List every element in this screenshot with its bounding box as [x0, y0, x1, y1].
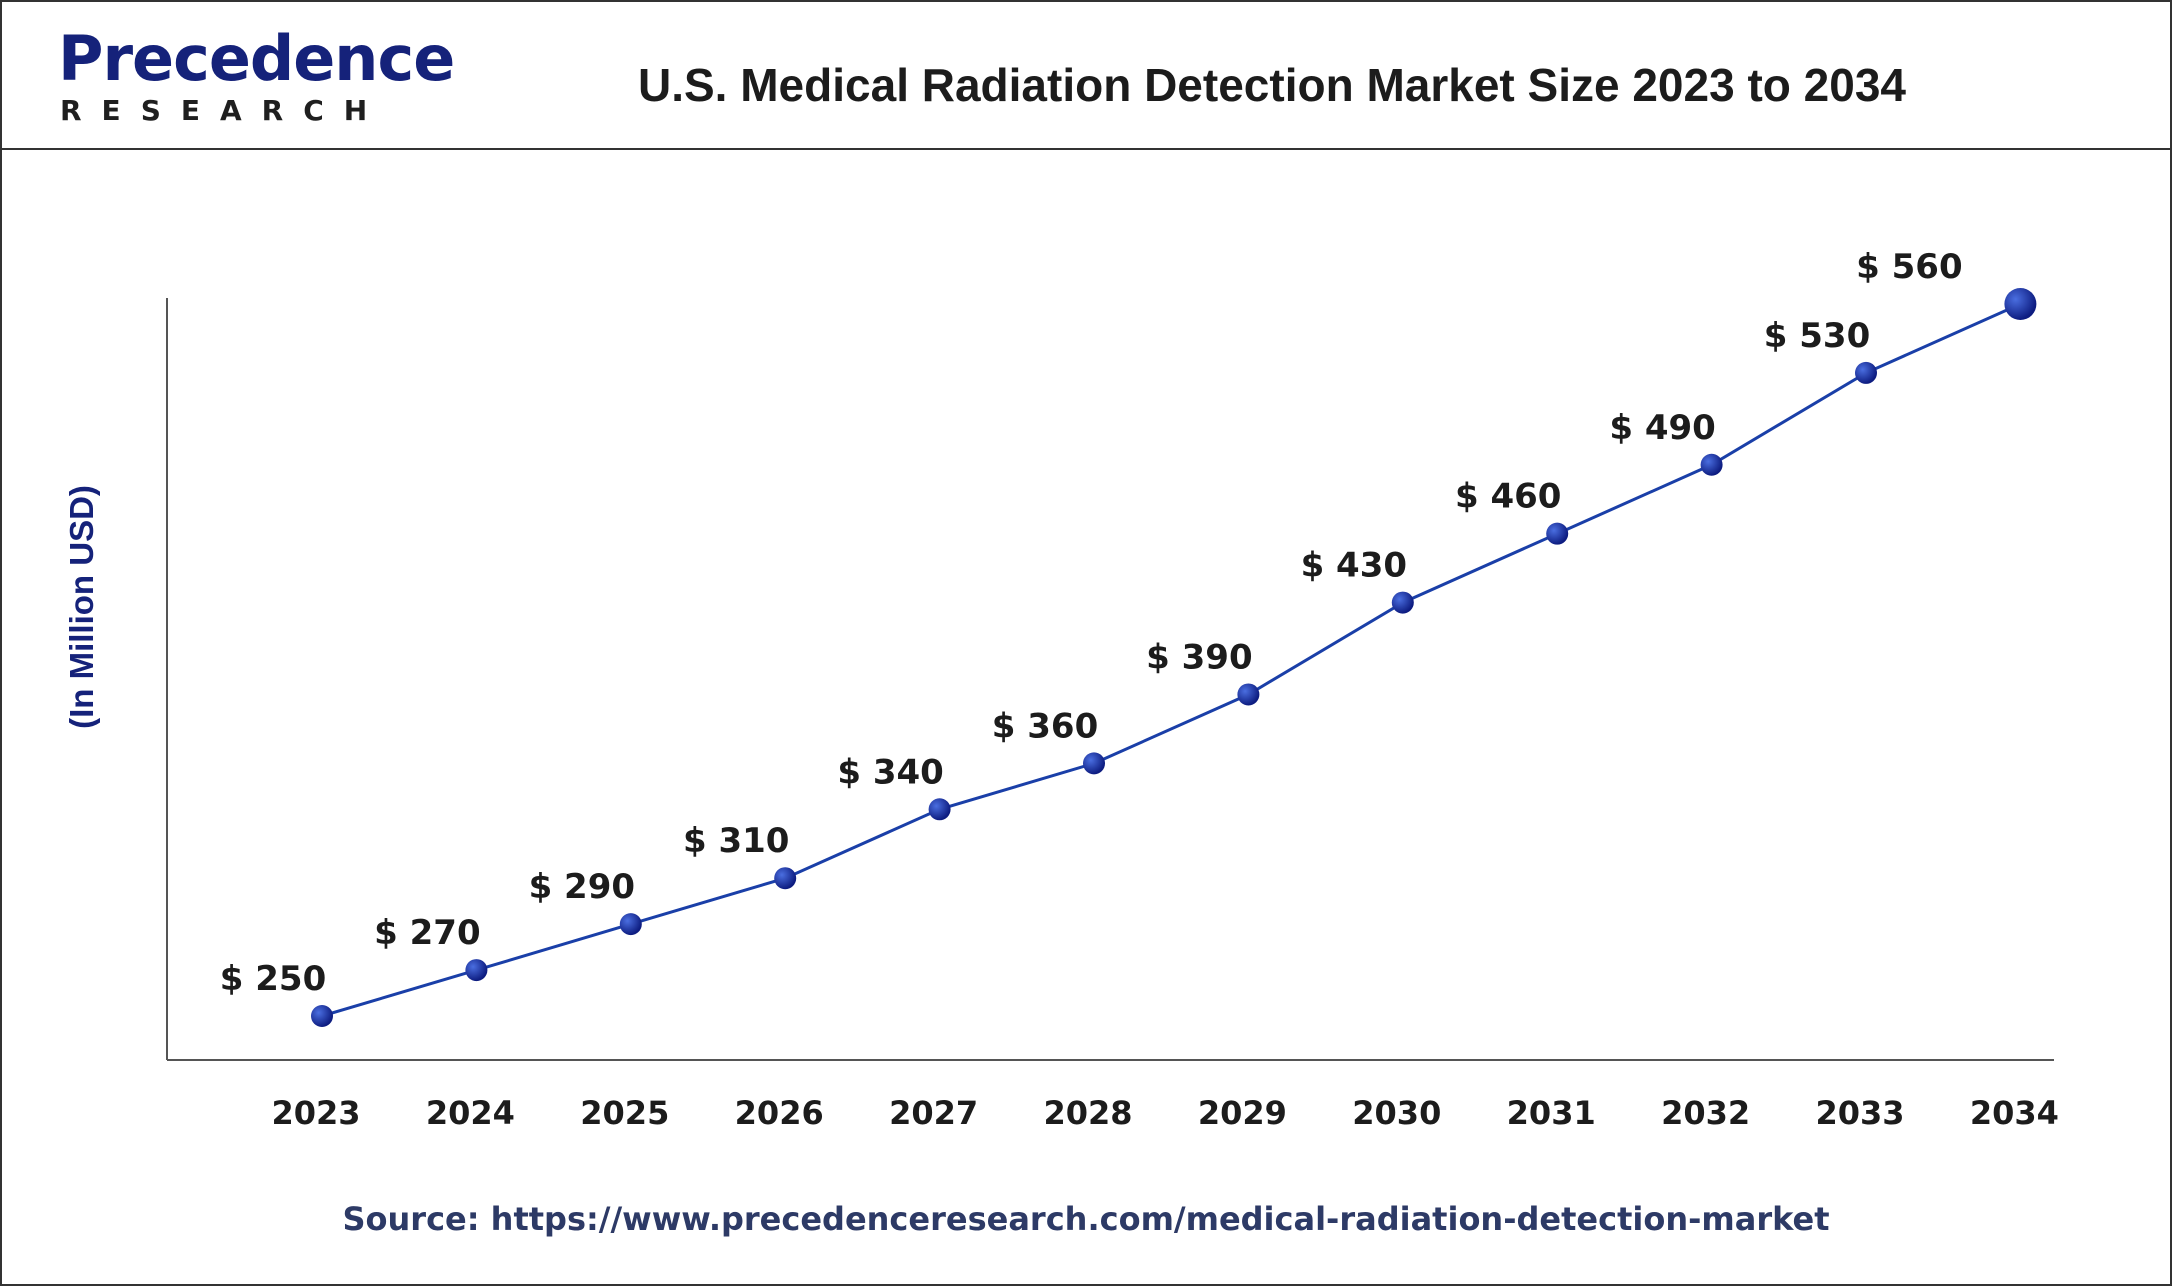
x-tick-label-2024: 2024 — [426, 1094, 515, 1132]
data-point-2028 — [1083, 752, 1105, 775]
header: Precedence RESEARCH U.S. Medical Radiati… — [2, 2, 2170, 150]
precedence-research-logo: Precedence RESEARCH — [46, 16, 455, 127]
x-tick-label-2032: 2032 — [1661, 1094, 1750, 1132]
data-point-2029 — [1237, 683, 1260, 706]
x-tick-label-2026: 2026 — [735, 1094, 824, 1132]
data-label-2023: $ 250 — [220, 959, 326, 999]
chart-title: U.S. Medical Radiation Detection Market … — [638, 59, 1906, 111]
data-label-2032: $ 490 — [1609, 408, 1715, 448]
x-tick-label-2023: 2023 — [271, 1094, 360, 1132]
data-label-2029: $ 390 — [1146, 637, 1252, 677]
data-point-2030 — [1391, 591, 1414, 614]
data-point-2024 — [465, 959, 488, 982]
logo-subtitle: RESEARCH — [60, 94, 388, 127]
x-tick-label-2033: 2033 — [1815, 1094, 1904, 1132]
data-point-2033 — [1855, 361, 1877, 384]
data-label-2031: $ 460 — [1455, 477, 1561, 517]
x-tick-label-2030: 2030 — [1352, 1094, 1441, 1132]
data-label-2026: $ 310 — [683, 821, 789, 861]
data-point-2032 — [1700, 453, 1723, 476]
x-tick-label-2031: 2031 — [1507, 1094, 1596, 1132]
data-label-2027: $ 340 — [837, 752, 943, 792]
data-label-2030: $ 430 — [1301, 546, 1407, 586]
data-point-2027 — [928, 798, 951, 821]
x-tick-label-2027: 2027 — [889, 1094, 978, 1132]
data-label-2034: $ 560 — [1856, 247, 1962, 287]
data-label-2025: $ 290 — [529, 867, 635, 907]
data-point-2025 — [619, 913, 642, 936]
x-tick-label-2034: 2034 — [1970, 1094, 2059, 1132]
logo-wordmark: Precedence — [58, 22, 455, 95]
x-tick-label-2025: 2025 — [580, 1094, 669, 1132]
series-line — [321, 302, 2022, 1018]
x-tick-label-2028: 2028 — [1043, 1094, 1132, 1132]
series-layer — [311, 288, 2037, 1027]
x-tick-label-2029: 2029 — [1198, 1094, 1287, 1132]
data-label-2024: $ 270 — [374, 913, 480, 953]
data-point-2031 — [1546, 522, 1569, 545]
line-chart: $ 250 $ 270 $ 290 $ 310 $ 340 $ 360 $ 390 $ 430… — [166, 247, 2059, 1132]
source-note: Source: https://www.precedenceresearch.c… — [342, 1200, 1830, 1238]
data-label-2033: $ 530 — [1764, 316, 1870, 356]
data-point-2023 — [311, 1005, 333, 1027]
data-label-2028: $ 360 — [992, 706, 1098, 746]
data-point-2034 — [2004, 288, 2037, 320]
data-point-2026 — [774, 867, 797, 890]
data-label-layer: $ 250 $ 270 $ 290 $ 310 $ 340 $ 360 $ 390 $ 430… — [220, 247, 1963, 999]
x-tick-layer: 2023 2024 2025 2026 2027 2028 2029 2030 2031 2032… — [271, 1094, 2058, 1132]
